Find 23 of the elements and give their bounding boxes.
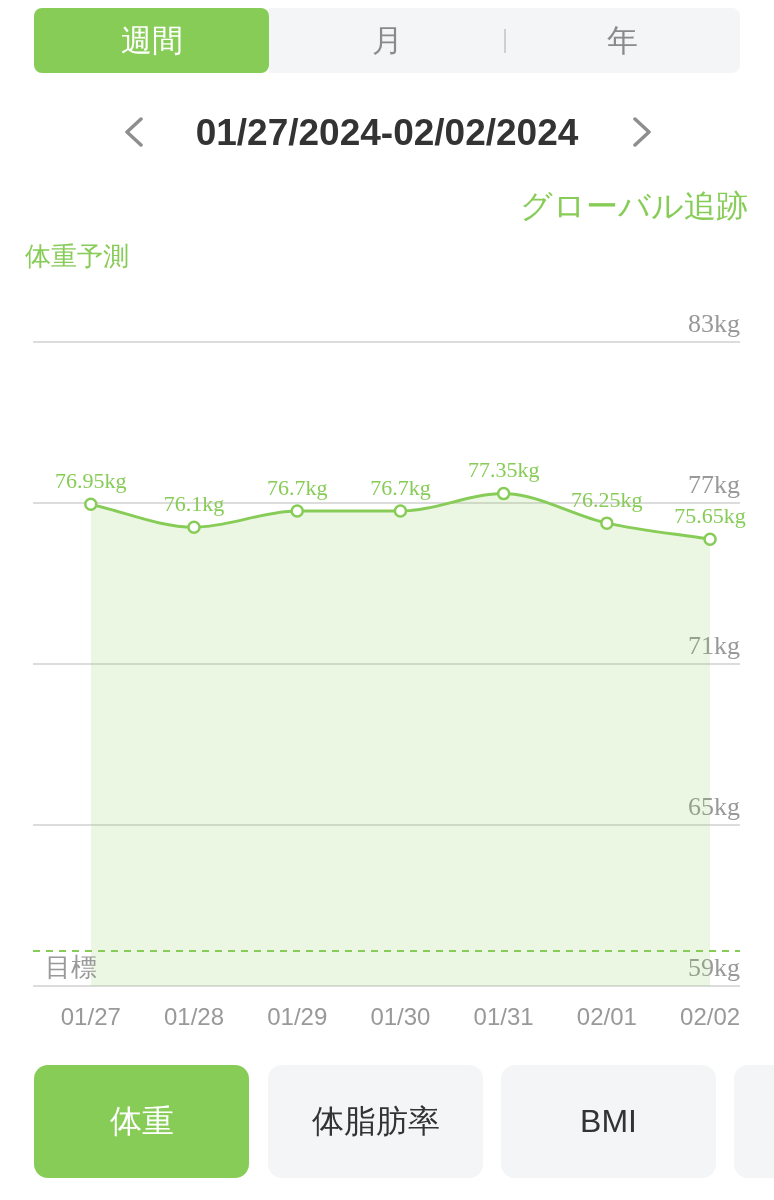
data-label: 76.7kg [266,474,328,500]
y-tick-label: 83kg [688,308,740,338]
x-tick-label: 01/27 [60,1003,121,1031]
text: グローバル追跡 [520,187,748,226]
chart-title: 01/27/2024-02/02/2024 [194,111,580,155]
y-tick-label: 59kg [688,952,740,982]
data-label: 76.95kg [55,468,127,494]
x-tick-label: 01/31 [473,1003,534,1031]
data-label: 76.25kg [571,486,643,512]
x-tick-label: 01/28 [163,1003,225,1031]
x-tick-label: 02/01 [576,1003,637,1031]
y-tick-label: 65kg [688,791,740,821]
data-label: 75.65kg [674,503,746,529]
chart-subtitle: 体重予測 [25,240,129,273]
data-label: 77.35kg [467,457,540,483]
data-label: 76.7kg [370,474,431,500]
ref-line-label: 目標 [45,952,97,982]
data-label: 76.1kg [163,490,225,516]
y-tick-label: 77kg [688,469,740,499]
x-tick-label: 01/30 [370,1003,431,1031]
x-tick-label: 02/02 [680,1003,741,1031]
x-tick-label: 01/29 [267,1003,328,1031]
y-tick-label: 71kg [688,630,740,660]
